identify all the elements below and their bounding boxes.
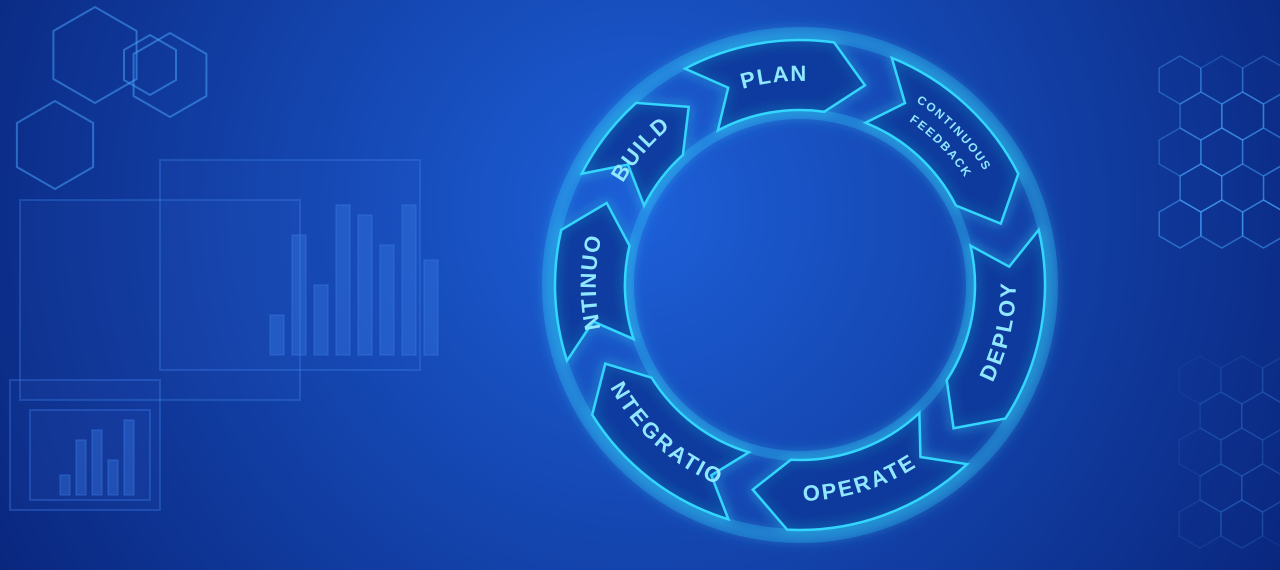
decor-bar bbox=[60, 475, 70, 495]
decor-bar bbox=[76, 440, 86, 495]
decor-bar bbox=[314, 285, 328, 355]
decor-bar bbox=[380, 245, 394, 355]
decor-bar bbox=[358, 215, 372, 355]
decor-bar bbox=[124, 420, 134, 495]
scene-svg: PLANCONTINUOUSFEEDBACKDEPLOYOPERATEINTEG… bbox=[0, 0, 1280, 570]
decor-bar bbox=[92, 430, 102, 495]
decor-bar bbox=[336, 205, 350, 355]
decor-bar bbox=[402, 205, 416, 355]
devops-cycle-infographic: PLANCONTINUOUSFEEDBACKDEPLOYOPERATEINTEG… bbox=[0, 0, 1280, 570]
decor-bar bbox=[270, 315, 284, 355]
decor-bar bbox=[292, 235, 306, 355]
decor-bar bbox=[424, 260, 438, 355]
decor-bar bbox=[108, 460, 118, 495]
